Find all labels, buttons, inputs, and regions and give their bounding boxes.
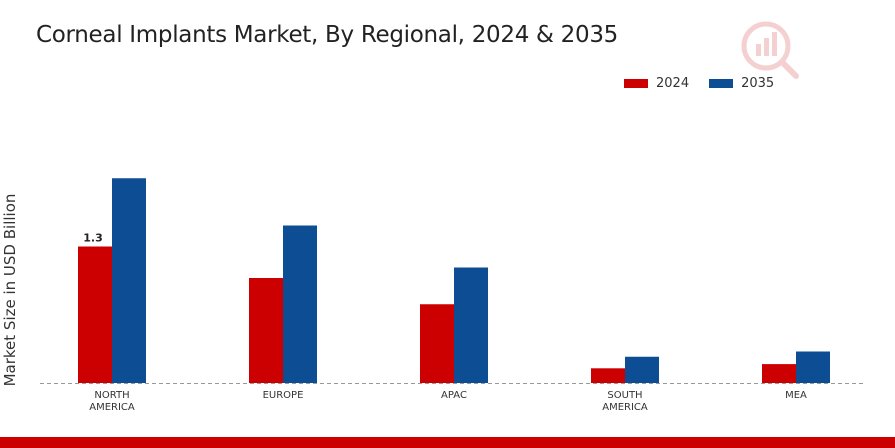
- x-tick-label: APAC: [441, 390, 467, 401]
- bar-2035-europe: [283, 225, 317, 383]
- bar-2035-mea: [796, 351, 830, 383]
- bar-2024-south-america: [591, 368, 625, 383]
- bar-2024-apac: [420, 304, 454, 383]
- x-tick-label: NORTH AMERICA: [89, 390, 135, 413]
- legend-item-2024: 2024: [624, 76, 689, 91]
- x-tick-label: MEA: [785, 390, 807, 401]
- chart-title: Corneal Implants Market, By Regional, 20…: [36, 22, 619, 48]
- bar-2035-south-america: [625, 356, 659, 383]
- bar-2035-apac: [454, 267, 488, 383]
- legend-swatch-2035: [709, 78, 734, 88]
- bar-2035-north-america: [112, 178, 146, 383]
- logo-watermark-icon: [741, 21, 799, 79]
- legend-item-2035: 2035: [709, 76, 774, 91]
- bar-2024-north-america: [78, 246, 112, 383]
- bar-2024-mea: [762, 364, 796, 383]
- footer-bar: [0, 437, 895, 448]
- legend-swatch-2024: [624, 78, 648, 88]
- x-tick-label: SOUTH AMERICA: [602, 390, 648, 413]
- legend-label-2024: 2024: [656, 75, 690, 91]
- x-tick-label: EUROPE: [263, 390, 304, 401]
- legend-label-2035: 2035: [741, 75, 775, 91]
- bar-2024-europe: [249, 278, 283, 383]
- data-label: 1.3: [83, 232, 103, 245]
- legend: 2024 2035: [624, 74, 794, 92]
